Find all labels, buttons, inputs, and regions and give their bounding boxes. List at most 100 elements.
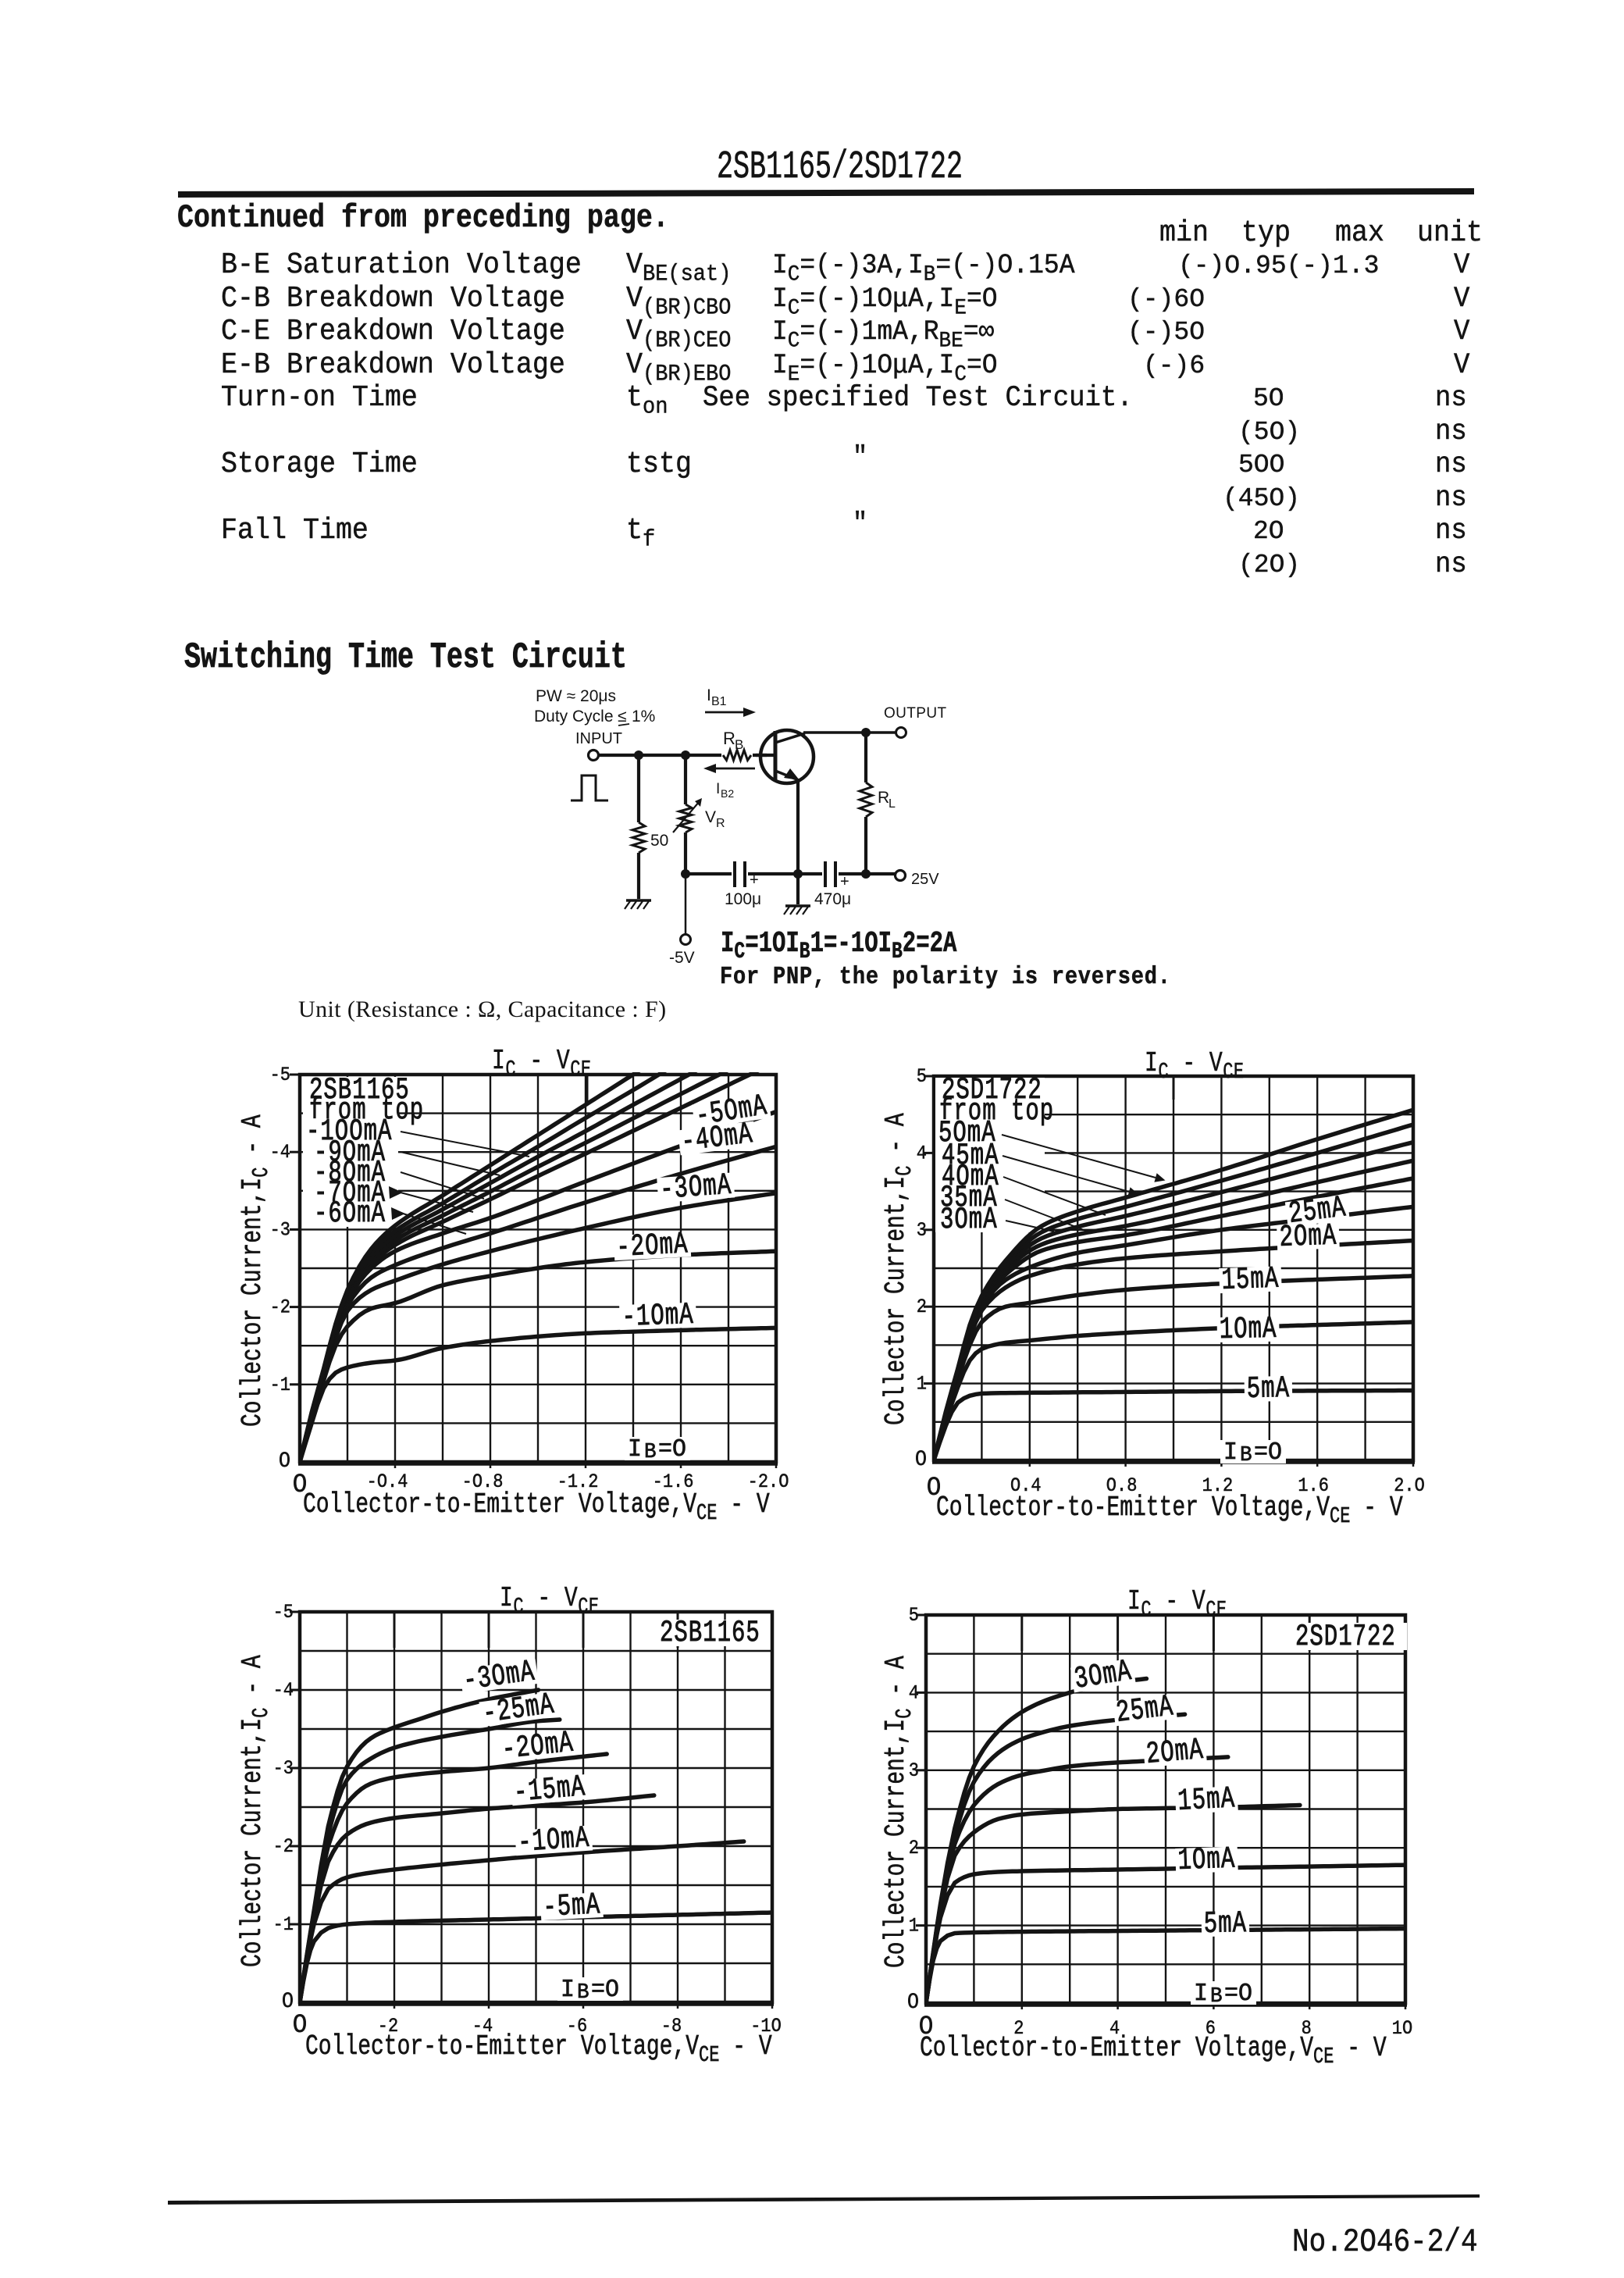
svg-text:(-)6O: (-)6O: [1127, 285, 1205, 314]
svg-text:-4: -4: [273, 1680, 294, 1702]
svg-text:-8OmA: -8OmA: [314, 1156, 386, 1190]
svg-text:5OO: 5OO: [1238, 451, 1284, 479]
svg-text:-8: -8: [661, 2016, 682, 2038]
svg-text:-2: -2: [378, 2016, 398, 2038]
svg-text:IC - VCE: IC - VCE: [1145, 1047, 1245, 1085]
svg-text:Collector-to-Emitter Voltage,V: Collector-to-Emitter Voltage,VCE - V: [305, 2030, 772, 2068]
svg-text:IC=(-)1mA,RBE=∞: IC=(-)1mA,RBE=∞: [772, 316, 995, 354]
svg-text:O.4: O.4: [1010, 1475, 1042, 1498]
svg-text:5mA: 5mA: [1246, 1371, 1290, 1406]
svg-text:1.2: 1.2: [1202, 1475, 1234, 1498]
svg-text:I: I: [561, 1976, 575, 2004]
svg-text:Continued from preceding page.: Continued from preceding page.: [177, 201, 669, 237]
svg-text:+: +: [840, 873, 849, 890]
svg-text:1: 1: [917, 1373, 927, 1396]
svg-text:-6: -6: [567, 2016, 587, 2038]
svg-text:-1O: -1O: [750, 2016, 782, 2038]
svg-text:See specified Test Circuit.: See specified Test Circuit.: [703, 382, 1133, 415]
svg-text:C-B Breakdown Voltage: C-B Breakdown Voltage: [221, 282, 565, 315]
svg-text:B: B: [577, 1980, 589, 2005]
svg-text:V(BR)CEO: V(BR)CEO: [626, 315, 731, 354]
svg-text:V: V: [1454, 282, 1470, 315]
svg-text:V: V: [1454, 315, 1470, 348]
svg-text:Collector-to-Emitter Voltage,V: Collector-to-Emitter Voltage,VCE - V: [303, 1488, 770, 1526]
svg-text:O: O: [915, 1447, 927, 1471]
svg-text:2.O: 2.O: [1394, 1475, 1425, 1498]
svg-text:-2OmA: -2OmA: [500, 1726, 575, 1768]
svg-text:IC=(-)1OμA,IE=O: IC=(-)1OμA,IE=O: [772, 283, 998, 321]
svg-text:=O: =O: [591, 1976, 619, 2004]
svg-text:R: R: [723, 729, 735, 748]
svg-text:ns: ns: [1435, 481, 1467, 515]
svg-text:C-E Breakdown Voltage: C-E Breakdown Voltage: [221, 315, 565, 348]
svg-text:V(BR)EBO: V(BR)EBO: [626, 348, 731, 387]
svg-text:-3: -3: [270, 1219, 290, 1242]
svg-text:2: 2: [1013, 2018, 1024, 2041]
svg-text:(45O): (45O): [1223, 484, 1300, 513]
svg-text:2O: 2O: [1253, 517, 1284, 546]
svg-text:Collector Current,IC - A: Collector Current,IC - A: [237, 1655, 274, 1967]
svg-text:4: 4: [917, 1143, 927, 1165]
svg-text:=O: =O: [1254, 1438, 1282, 1467]
svg-text:2SD1722: 2SD1722: [942, 1073, 1042, 1107]
svg-text:unit: unit: [1417, 216, 1483, 250]
svg-text:O: O: [282, 1989, 294, 2013]
svg-text:-5V: -5V: [669, 949, 695, 967]
svg-text:2OmA: 2OmA: [1279, 1219, 1337, 1256]
svg-text:4: 4: [909, 1682, 919, 1705]
svg-text:-2.O: -2.O: [748, 1471, 789, 1494]
svg-text:5mA: 5mA: [1203, 1906, 1247, 1941]
svg-text:tf: tf: [626, 514, 655, 553]
svg-text:-2OmA: -2OmA: [615, 1227, 689, 1265]
svg-text:1O: 1O: [1392, 2018, 1412, 2041]
svg-text:Unit (Resistance : Ω, Capacita: Unit (Resistance : Ω, Capacitance : F): [298, 996, 667, 1022]
svg-text:O.8: O.8: [1106, 1475, 1138, 1498]
svg-text:-1.2: -1.2: [557, 1471, 599, 1494]
svg-text:I: I: [716, 781, 720, 797]
svg-text:≤: ≤: [618, 708, 627, 725]
svg-text:-1: -1: [270, 1374, 290, 1397]
svg-text:3OmA: 3OmA: [1072, 1654, 1134, 1697]
svg-text:15mA: 15mA: [1221, 1262, 1280, 1299]
svg-text:-1OmA: -1OmA: [621, 1298, 694, 1335]
svg-text:-6OmA: -6OmA: [314, 1196, 386, 1231]
svg-text:″: ″: [853, 508, 867, 538]
svg-text:1OmA: 1OmA: [1177, 1842, 1236, 1879]
svg-text:(-)5O: (-)5O: [1127, 318, 1205, 347]
svg-text:(-)6: (-)6: [1143, 351, 1205, 380]
svg-text:-9OmA: -9OmA: [314, 1135, 386, 1170]
svg-text:from top: from top: [309, 1093, 424, 1128]
svg-text:IE=(-)1OμA,IC=O: IE=(-)1OμA,IC=O: [772, 350, 998, 387]
svg-text:Collector-to-Emitter Voltage,V: Collector-to-Emitter Voltage,VCE - V: [936, 1492, 1403, 1529]
svg-text:ns: ns: [1435, 547, 1467, 581]
svg-text:No.2O46-2/4: No.2O46-2/4: [1292, 2224, 1478, 2261]
svg-text:IC=(-)3A,IB=(-)O.15A: IC=(-)3A,IB=(-)O.15A: [772, 250, 1075, 287]
svg-text:Collector Current,IC - A: Collector Current,IC - A: [237, 1114, 274, 1427]
svg-text:B1: B1: [711, 695, 727, 708]
svg-text:Collector-to-Emitter Voltage,V: Collector-to-Emitter Voltage,VCE - V: [920, 2032, 1387, 2069]
svg-text:-5mA: -5mA: [542, 1888, 601, 1925]
svg-text:OUTPUT: OUTPUT: [884, 705, 947, 722]
svg-text:5: 5: [909, 1605, 919, 1627]
svg-text:I: I: [1194, 1980, 1208, 2008]
svg-text:Collector Current,IC - A: Collector Current,IC - A: [880, 1113, 917, 1425]
svg-text:+: +: [750, 872, 759, 889]
svg-text:2SB1165: 2SB1165: [309, 1073, 410, 1107]
svg-text:V: V: [1454, 248, 1470, 282]
svg-text:I: I: [1223, 1438, 1238, 1467]
svg-text:ns: ns: [1435, 447, 1467, 481]
svg-text:R: R: [716, 817, 725, 830]
svg-text:1OmA: 1OmA: [1219, 1312, 1277, 1348]
svg-text:-4: -4: [270, 1142, 290, 1164]
svg-text:ton: ton: [626, 381, 668, 420]
svg-text:3OmA: 3OmA: [940, 1203, 998, 1237]
svg-text:L: L: [889, 797, 896, 811]
svg-text:4OmA: 4OmA: [942, 1160, 999, 1194]
svg-text:50: 50: [650, 832, 668, 850]
svg-text:Switching Time Test Circuit: Switching Time Test Circuit: [184, 638, 627, 679]
svg-text:ns: ns: [1435, 381, 1467, 415]
svg-text:-O.8: -O.8: [462, 1471, 504, 1494]
svg-text:100μ: 100μ: [725, 890, 761, 908]
svg-text:Collector Current,IC - A: Collector Current,IC - A: [880, 1656, 917, 1968]
svg-text:=O: =O: [658, 1435, 686, 1463]
